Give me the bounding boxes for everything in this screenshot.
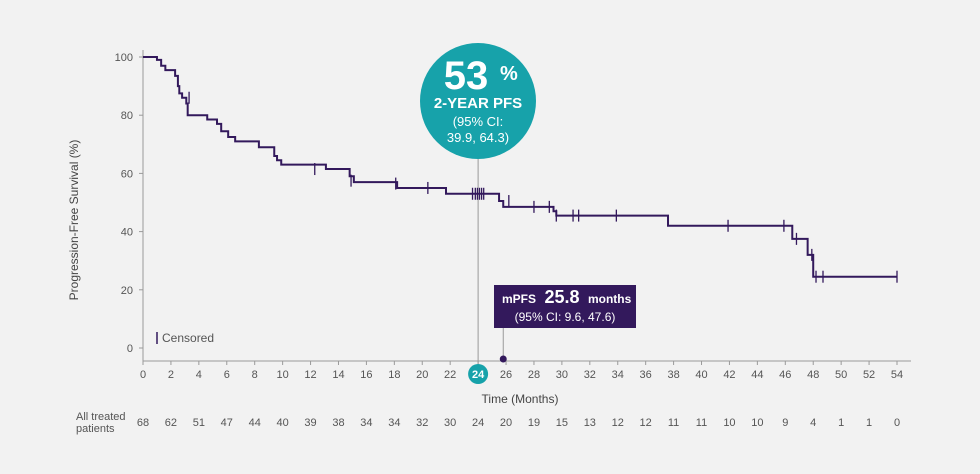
mpfs-headline: mPFS 25.8 months [502,287,632,307]
risk-value: 0 [894,417,900,429]
x-tick-label: 24 [472,369,485,381]
x-tick-label: 42 [723,369,735,381]
risk-value: 1 [838,417,844,429]
risk-value: 39 [304,417,316,429]
x-tick-label: 32 [584,369,596,381]
x-tick-label: 14 [332,369,344,381]
y-tick-label: 0 [127,343,133,355]
x-tick-label: 26 [500,369,512,381]
risk-value: 20 [500,417,512,429]
risk-value: 9 [782,417,788,429]
risk-value: 12 [640,417,652,429]
y-tick-label: 40 [121,227,133,239]
mpfs-value: 25.8 [544,287,579,307]
risk-value: 47 [221,417,233,429]
callout-median-pfs: mPFS 25.8 months (95% CI: 9.6, 47.6) [494,285,636,328]
callout-2yr-pfs: 53 % 2-YEAR PFS (95% CI: 39.9, 64.3) [420,43,536,159]
x-tick-highlight [468,364,489,384]
censored-marks [188,91,898,283]
y-tick-label: 80 [121,110,133,122]
y-tick-label: 60 [121,168,133,180]
callout-2yr-percent: 53 [444,54,489,98]
mpfs-box [494,285,636,328]
risk-value: 24 [472,417,484,429]
x-tick-label: 30 [556,369,568,381]
x-tick-label: 50 [835,369,847,381]
callout-2yr-label: 2-YEAR PFS [434,95,522,112]
x-tick-label: 16 [360,369,372,381]
risk-value: 1 [866,417,872,429]
x-tick-label: 28 [528,369,540,381]
callout-2yr-circle [420,43,536,159]
risk-value: 62 [165,417,177,429]
x-tick-label: 52 [863,369,875,381]
risk-value: 32 [416,417,428,429]
x-tick-label: 10 [277,369,289,381]
legend: Censored [156,331,214,345]
x-tick-label: 18 [388,369,400,381]
risk-value: 15 [556,417,568,429]
risk-value: 19 [528,417,540,429]
legend-censored-label: Censored [162,331,214,345]
risk-value: 10 [751,417,763,429]
mpfs-unit: months [588,292,632,306]
x-tick-label: 40 [695,369,707,381]
risk-value: 10 [723,417,735,429]
x-tick-label: 48 [807,369,819,381]
axes [142,50,911,362]
mpfs-prefix: mPFS [502,292,536,306]
risk-value: 13 [584,417,596,429]
risk-value: 40 [277,417,289,429]
x-tick-label: 22 [444,369,456,381]
y-ticks: 0 20 40 60 80 100 [115,52,143,355]
risk-value: 11 [668,417,679,429]
risk-value: 51 [193,417,205,429]
risk-value: 34 [360,417,372,429]
x-tick-label: 2 [168,369,174,381]
median-point [499,355,507,363]
mpfs-ci: (95% CI: 9.6, 47.6) [515,310,616,324]
series-line [143,56,897,278]
series-layer [143,56,897,278]
x-tick-label: 4 [196,369,202,381]
x-tick-label: 12 [304,369,316,381]
risk-value: 4 [810,417,816,429]
y-tick-label: 20 [121,285,133,297]
risk-table: All treated patients 68 62 51 47 44 40 39 38 34 3… [76,411,900,435]
risk-value: 30 [444,417,456,429]
y-tick-label: 100 [115,52,133,64]
risk-label-line1: All treated [76,411,126,423]
x-tick-label: 46 [779,369,791,381]
risk-value: 68 [137,417,149,429]
callout-guides [477,159,507,364]
x-tick-label: 36 [640,369,652,381]
x-tick-label: 34 [612,369,624,381]
risk-value: 34 [388,417,400,429]
x-tick-label: 44 [751,369,763,381]
risk-value: 11 [696,417,707,429]
risk-label-line2: patients [76,423,115,435]
risk-value: 44 [249,417,261,429]
x-tick-label: 54 [891,369,903,381]
x-tick-label: 38 [667,369,679,381]
x-tick-label: 6 [224,369,230,381]
callout-2yr-percent-sign: % [500,63,518,85]
x-tick-label: 20 [416,369,428,381]
x-tick-label: 8 [252,369,258,381]
risk-value: 38 [332,417,344,429]
x-tick-label: 0 [140,369,146,381]
x-ticks: 0 2 4 6 8 10 12 14 16 18 20 22 24 26 28 30 32 34 36 38 40 42 4… [140,361,903,384]
callout-2yr-ci-2: 39.9, 64.3) [447,130,509,145]
callout-2yr-ci-1: (95% CI: [453,114,504,129]
y-axis-title: Progression-Free Survival (%) [67,140,81,301]
risk-value: 12 [612,417,624,429]
x-axis-title: Time (Months) [482,392,559,406]
